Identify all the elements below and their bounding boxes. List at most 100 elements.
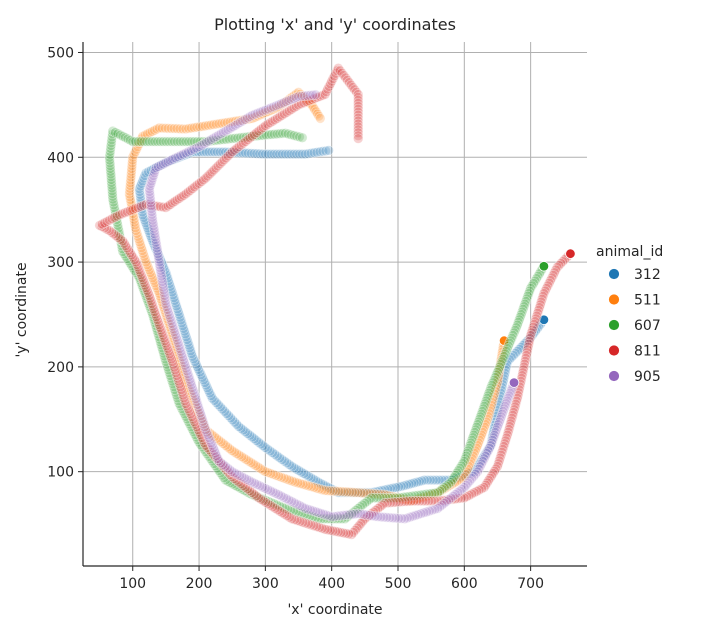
data-point: [274, 149, 285, 160]
data-point: [141, 136, 152, 147]
data-point: [172, 136, 183, 147]
endpoint-marker: [565, 248, 576, 259]
data-point: [422, 475, 433, 486]
data-point: [126, 160, 138, 171]
data-point: [269, 129, 280, 140]
data-point: [428, 475, 439, 486]
data-point: [353, 106, 364, 118]
data-point: [268, 149, 280, 160]
data-point: [104, 155, 115, 166]
data-point: [281, 493, 292, 504]
data-point: [144, 136, 155, 147]
data-point: [288, 149, 299, 160]
data-point: [212, 146, 223, 158]
data-point: [209, 146, 220, 158]
x-tick-label: 200: [186, 576, 213, 592]
data-point: [107, 128, 118, 140]
data-point: [149, 136, 160, 147]
y-tick-label: 500: [47, 45, 74, 61]
data-point: [106, 182, 118, 194]
data-point: [423, 495, 435, 507]
data-point: [175, 136, 186, 147]
data-point: [248, 148, 260, 159]
series-811: [94, 63, 576, 540]
data-point: [105, 160, 116, 171]
data-point: [147, 212, 158, 223]
data-point: [285, 149, 297, 160]
data-point: [339, 486, 350, 497]
data-point: [420, 495, 432, 507]
data-point: [126, 166, 137, 177]
data-point: [147, 136, 158, 147]
data-point: [260, 149, 271, 160]
x-tick-label: 400: [318, 576, 345, 592]
data-point: [266, 129, 277, 140]
data-point: [353, 103, 364, 115]
data-point: [168, 123, 180, 134]
data-point: [385, 497, 396, 508]
data-point: [215, 146, 226, 158]
y-tick-label: 300: [47, 255, 74, 271]
data-point: [203, 146, 215, 158]
data-point: [180, 136, 191, 147]
data-point: [353, 101, 364, 112]
data-point: [105, 163, 116, 174]
legend-marker: [608, 370, 620, 382]
data-point: [126, 163, 137, 174]
data-point: [134, 186, 145, 197]
data-point: [266, 149, 277, 160]
data-point: [145, 197, 156, 209]
data-point: [304, 90, 316, 101]
data-point: [144, 189, 155, 200]
data-point: [263, 149, 274, 160]
data-point: [171, 123, 182, 134]
data-point: [353, 487, 364, 498]
data-point: [169, 136, 180, 147]
data-point: [300, 503, 311, 514]
data-point: [243, 148, 254, 159]
legend-marker: [608, 268, 620, 280]
data-point: [254, 148, 265, 159]
data-point: [294, 500, 306, 511]
data-point: [353, 130, 364, 141]
legend-marker: [608, 293, 620, 306]
legend-label: 905: [634, 369, 661, 385]
data-point: [126, 169, 137, 180]
data-point: [353, 124, 364, 135]
data-point: [315, 113, 326, 124]
data-point: [124, 183, 135, 194]
data-point: [146, 206, 157, 217]
data-point: [206, 167, 217, 178]
data-point: [204, 169, 215, 180]
data-point: [399, 513, 410, 524]
data-point: [240, 148, 251, 159]
data-point: [292, 499, 303, 510]
data-point: [158, 136, 169, 147]
data-point: [124, 188, 135, 200]
data-point: [431, 475, 442, 486]
data-point: [154, 122, 165, 133]
data-point: [353, 92, 364, 103]
data-point: [347, 487, 358, 498]
data-point: [146, 203, 157, 214]
data-point: [163, 123, 174, 134]
x-axis-label: 'x' coordinate: [287, 602, 382, 618]
data-point: [328, 486, 339, 497]
data-point: [302, 90, 313, 101]
data-point: [145, 192, 156, 203]
data-point: [291, 149, 302, 160]
legend-title: animal_id: [596, 244, 663, 260]
data-point: [106, 174, 117, 185]
data-point: [157, 123, 168, 134]
data-point: [297, 149, 308, 160]
data-point: [320, 145, 331, 156]
data-point: [434, 475, 445, 486]
data-point: [274, 128, 285, 139]
data-point: [135, 136, 147, 147]
data-point: [125, 174, 136, 185]
x-tick-label: 500: [385, 576, 412, 592]
data-point: [133, 136, 144, 147]
data-point: [390, 512, 401, 524]
chart-title: Plotting 'x' and 'y' coordinates: [214, 15, 456, 34]
